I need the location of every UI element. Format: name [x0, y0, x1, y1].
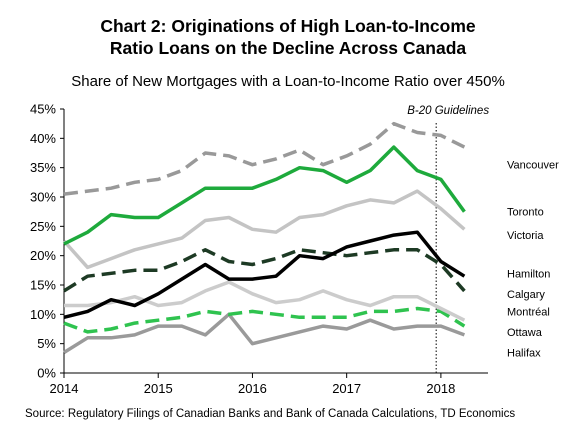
y-tick-label: 20% [30, 248, 56, 263]
series-line-halifax [63, 312, 466, 354]
y-tick-label: 35% [30, 160, 56, 175]
y-tick-label: 45% [30, 102, 56, 117]
series-line-ottawa [63, 306, 466, 334]
series-line-hamilton [63, 230, 466, 319]
chart-source: Source: Regulatory Filings of Canadian B… [25, 408, 516, 420]
y-tick-label: 0% [37, 366, 56, 381]
series-label-victoria: Victoria [507, 230, 544, 242]
x-tick-label: 2016 [238, 381, 267, 396]
x-tick-label: 2014 [50, 381, 79, 396]
y-tick-label: 15% [30, 278, 56, 293]
y-tick-label: 10% [30, 307, 56, 322]
series-label-ottawa: Ottawa [507, 327, 543, 339]
y-tick-label: 5% [37, 336, 56, 351]
series-label-halifax: Halifax [507, 347, 541, 359]
chart-title-line-1: Chart 2: Originations of High Loan-to-In… [100, 16, 476, 36]
x-tick-label: 2017 [332, 381, 361, 396]
series-label-montreal: Montréal [507, 306, 550, 318]
x-tick-label: 2015 [144, 381, 173, 396]
series-label-calgary: Calgary [507, 289, 545, 301]
series-layer [62, 121, 466, 354]
series-labels: Vancouver Toronto Victoria Hamilton Calgary M… [507, 160, 559, 360]
series-line-victoria [62, 189, 466, 270]
series-label-hamilton: Hamilton [507, 268, 550, 280]
y-tick-label: 30% [30, 190, 56, 205]
b20-guideline-label: B-20 Guidelines [407, 105, 489, 117]
series-line-calgary [63, 248, 466, 293]
chart-subtitle: Share of New Mortgages with a Loan-to-In… [71, 73, 505, 90]
series-line-toronto [63, 145, 466, 246]
x-tick-label: 2018 [426, 381, 455, 396]
series-label-vancouver: Vancouver [507, 160, 559, 172]
chart-title-line-2: Ratio Loans on the Decline Across Canada [109, 38, 467, 58]
y-tick-label: 25% [30, 219, 56, 234]
series-label-toronto: Toronto [507, 207, 544, 219]
series-line-vancouver [63, 121, 466, 196]
chart-axes: 0% 5% 10% 15% 20% 25% 30% 35% 40% 45% 2014 2015 2016… [30, 102, 489, 397]
series-line-montreal [64, 280, 466, 322]
y-tick-label: 40% [30, 131, 56, 146]
